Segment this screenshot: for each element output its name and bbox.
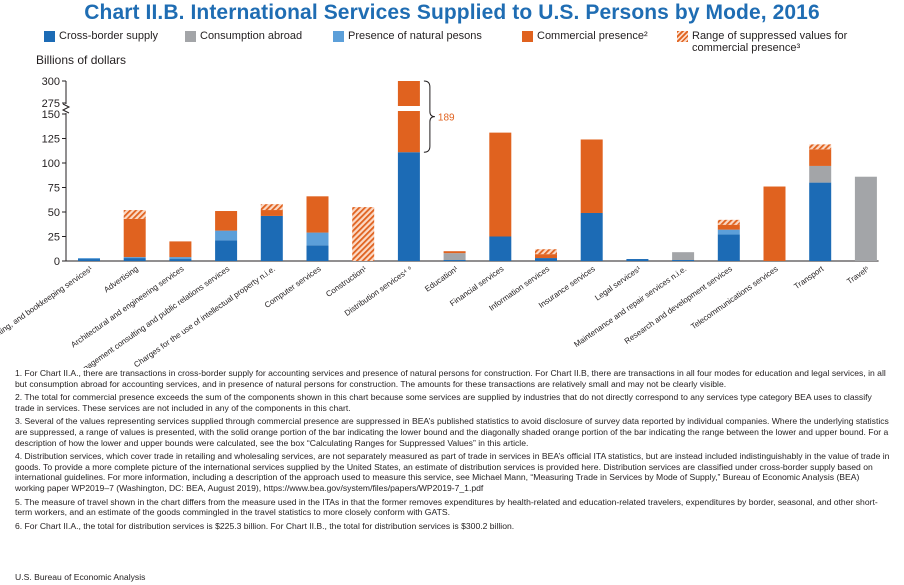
y-tick-label: 125 xyxy=(42,134,60,146)
bar-segment xyxy=(580,212,603,261)
bar-segment xyxy=(397,81,420,153)
bar-segment xyxy=(489,236,512,261)
y-tick-label: 100 xyxy=(42,158,60,170)
bar-segment xyxy=(580,139,603,213)
bar-segment xyxy=(123,258,146,261)
legend-swatch xyxy=(44,31,55,42)
bar-segment xyxy=(626,259,649,261)
legend-item-cross-border: Cross-border supply xyxy=(44,30,158,42)
y-axis-unit-label: Billions of dollars xyxy=(36,53,127,67)
y-tick-label: 300 xyxy=(42,76,60,88)
x-category-label: Advertising xyxy=(102,264,140,294)
bar-segment xyxy=(809,149,832,166)
bar-segment xyxy=(489,132,512,237)
y-tick-label: 75 xyxy=(48,183,60,195)
bar-segment xyxy=(535,249,557,255)
footnotes: 1. For Chart II.A., there are transactio… xyxy=(15,368,891,534)
bar-segment xyxy=(443,251,466,254)
footnote: 4. Distribution services, which cover tr… xyxy=(15,451,890,493)
legend-label: Range of suppressed values for commercia… xyxy=(692,30,848,54)
y-tick-label: 275 xyxy=(42,98,60,110)
bar-segment xyxy=(78,258,100,260)
bar-segment xyxy=(169,257,192,260)
source-note: U.S. Bureau of Economic Analysis xyxy=(15,572,146,582)
footnote: 3. Several of the values representing se… xyxy=(15,416,889,448)
bar-segment xyxy=(443,260,466,261)
y-tick-label: 25 xyxy=(48,232,60,244)
y-tick-label: 0 xyxy=(54,256,60,268)
bar-segment xyxy=(306,196,329,233)
x-category-label: Construction¹ xyxy=(324,264,368,299)
footnote: 1. For Chart II.A., there are transactio… xyxy=(15,368,886,389)
bar-segment xyxy=(717,219,740,225)
bar-segment xyxy=(854,176,877,261)
legend-label: Presence of natural pesons xyxy=(348,30,482,42)
bar-segment xyxy=(169,241,192,258)
y-axis-break-mark xyxy=(61,103,71,114)
bar-segment xyxy=(443,253,466,261)
legend-label: Consumption abroad xyxy=(200,30,303,42)
legend-label: Cross-border supply xyxy=(59,30,159,42)
bar-segment xyxy=(717,234,740,261)
x-category-label: Telecommunications services xyxy=(689,264,779,331)
annotation-brace xyxy=(423,80,435,153)
x-category-label: Travel⁵ xyxy=(845,264,871,286)
bar-segment xyxy=(672,260,695,261)
legend-swatch xyxy=(185,31,196,42)
bar-segment xyxy=(672,252,695,261)
legend-label: Commercial presence² xyxy=(537,30,648,42)
footnote: 2. The total for commercial presence exc… xyxy=(15,392,872,413)
legend-item-suppressed-range: Range of suppressed values for commercia… xyxy=(677,30,877,54)
bar-segment xyxy=(717,229,740,235)
bar-segment xyxy=(809,182,832,261)
chart-title: Chart II.B. International Services Suppl… xyxy=(84,1,820,24)
bar-segment xyxy=(215,230,238,241)
bar-segment xyxy=(123,218,146,258)
bar-segment xyxy=(260,215,283,261)
bar-segment xyxy=(306,232,329,246)
bar-segment xyxy=(260,204,283,211)
bar-segment xyxy=(260,210,283,216)
legend-swatch xyxy=(333,31,344,42)
y-tick-label: 150 xyxy=(42,109,60,121)
bar-segment xyxy=(809,144,832,150)
bar-segment xyxy=(352,207,375,261)
annotation-label: 189 xyxy=(438,113,455,124)
x-category-label: Transport xyxy=(792,264,826,291)
bar-segment xyxy=(123,257,146,259)
bar-segment xyxy=(397,152,420,261)
footnote: 6. For Chart II.A., the total for distri… xyxy=(15,520,515,531)
bar-segment xyxy=(215,240,238,261)
chart-legend: Cross-border supply Consumption abroad P… xyxy=(44,30,904,60)
legend-swatch xyxy=(677,31,688,42)
bar-segment xyxy=(169,259,192,261)
bar-segment xyxy=(535,254,557,259)
bar-segment xyxy=(763,186,786,261)
legend-item-commercial-presence: Commercial presence² xyxy=(522,30,648,42)
bar-segment xyxy=(809,165,832,183)
bar-break-gap xyxy=(396,106,421,111)
footnote: 5. The measure of travel shown in the ch… xyxy=(15,496,878,518)
legend-item-consumption-abroad: Consumption abroad xyxy=(185,30,302,42)
legend-item-natural-persons: Presence of natural pesons xyxy=(333,30,482,42)
bar-segment xyxy=(215,211,238,231)
legend-swatch xyxy=(522,31,533,42)
x-category-label: Education¹ xyxy=(423,264,460,294)
bar-segment xyxy=(306,245,329,261)
bar-segment xyxy=(535,258,557,261)
bar-segment xyxy=(717,224,740,230)
bar-segment xyxy=(78,259,100,261)
bar-segment xyxy=(123,210,146,219)
y-tick-label: 50 xyxy=(48,207,60,219)
x-category-label: Accounting, auditing, and bookkeeping se… xyxy=(0,264,94,368)
